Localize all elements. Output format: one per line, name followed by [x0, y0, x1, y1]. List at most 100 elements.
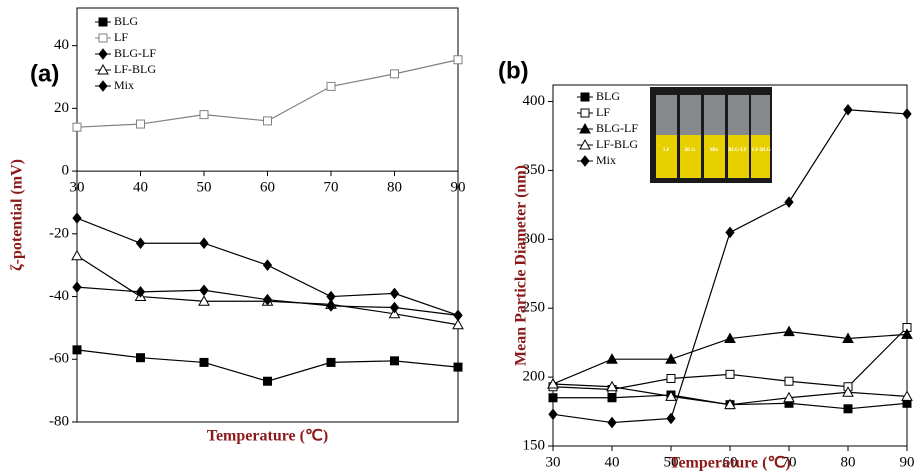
marker — [579, 138, 591, 150]
y-tick-label: 400 — [523, 93, 546, 109]
panel-label: (a) — [30, 60, 59, 87]
marker — [199, 284, 209, 297]
x-tick-label: 70 — [782, 454, 797, 470]
marker — [843, 104, 853, 116]
marker — [580, 108, 590, 118]
legend-label: BLG — [114, 14, 138, 28]
marker — [72, 281, 82, 293]
marker — [607, 393, 617, 403]
marker — [548, 393, 558, 403]
marker — [607, 416, 617, 429]
marker — [902, 108, 912, 120]
y-tick-label: -80 — [49, 413, 69, 429]
marker — [901, 390, 913, 401]
marker — [72, 122, 82, 132]
marker — [262, 259, 273, 271]
y-tick-label: -40 — [49, 288, 69, 304]
marker — [389, 287, 400, 300]
inset-label: BLG-LF — [728, 148, 747, 153]
marker — [72, 345, 82, 355]
marker — [136, 353, 145, 363]
series — [72, 345, 463, 386]
marker — [606, 380, 618, 392]
series — [72, 281, 463, 322]
x-tick-label: 40 — [605, 454, 620, 470]
marker — [199, 357, 209, 367]
y-tick-label: 20 — [54, 100, 69, 116]
marker — [724, 398, 736, 410]
y-tick-label: -20 — [49, 225, 69, 241]
y-tick-label: 350 — [523, 162, 546, 178]
marker — [843, 404, 853, 414]
x-tick-label: 60 — [260, 180, 275, 196]
inset-photo — [650, 87, 772, 183]
marker — [453, 309, 463, 322]
y-tick-label: 200 — [523, 369, 546, 385]
marker — [136, 119, 145, 129]
x-tick-label: 50 — [664, 454, 679, 470]
marker — [98, 17, 108, 27]
marker — [98, 48, 108, 60]
marker — [579, 122, 591, 134]
marker — [725, 369, 735, 379]
y-tick-label: -60 — [49, 351, 69, 367]
legend-label: BLG-LF — [114, 46, 156, 60]
marker — [135, 286, 146, 298]
marker — [135, 237, 146, 250]
marker — [199, 110, 209, 120]
marker — [326, 300, 336, 312]
legend-label: Mix — [114, 78, 134, 92]
legend-label: BLG — [596, 89, 620, 103]
x-tick-label: 90 — [451, 180, 466, 196]
marker — [390, 356, 399, 366]
marker — [783, 325, 795, 337]
marker — [263, 376, 272, 386]
marker — [97, 63, 109, 75]
marker — [547, 377, 559, 389]
y-axis-label: Mean Particle Diameter (nm) — [513, 165, 530, 366]
marker — [262, 293, 273, 306]
marker — [198, 295, 210, 306]
legend-label: BLG-LF — [596, 121, 638, 135]
marker — [389, 301, 400, 314]
panel-label: (b) — [498, 57, 529, 84]
x-axis-label: Temperature (℃) — [207, 428, 329, 445]
marker — [263, 116, 272, 126]
marker — [666, 412, 676, 425]
marker — [199, 237, 209, 250]
legend-label: LF — [596, 105, 610, 119]
y-tick-label: 300 — [523, 231, 546, 247]
marker — [548, 408, 558, 421]
x-tick-label: 90 — [900, 454, 915, 470]
x-axis-label: Temperature (℃) — [669, 455, 791, 472]
x-tick-label: 50 — [197, 180, 212, 196]
marker — [784, 376, 794, 386]
marker — [783, 391, 795, 403]
marker — [842, 332, 854, 344]
marker — [453, 362, 463, 372]
marker — [71, 249, 83, 261]
x-tick-label: 70 — [324, 180, 339, 196]
x-tick-label: 60 — [723, 454, 738, 470]
x-tick-label: 80 — [387, 180, 402, 196]
marker — [452, 318, 464, 330]
marker — [842, 386, 854, 397]
x-tick-label: 30 — [70, 180, 85, 196]
marker — [606, 353, 618, 364]
marker — [666, 373, 676, 383]
legend-label: LF-BLG — [596, 137, 638, 151]
legend-label: Mix — [596, 153, 616, 167]
marker — [453, 55, 463, 65]
y-tick-label: 150 — [523, 437, 546, 453]
x-tick-label: 40 — [133, 180, 148, 196]
series — [548, 104, 912, 429]
marker — [580, 92, 590, 102]
legend-label: LF-BLG — [114, 62, 156, 76]
x-tick-label: 30 — [546, 454, 561, 470]
inset-label: Mix — [710, 148, 719, 153]
y-tick-label: 0 — [62, 163, 70, 179]
y-axis-label: ζ-potential (mV) — [9, 159, 26, 271]
inset-label: BLG — [685, 148, 696, 153]
marker — [580, 155, 590, 167]
marker — [72, 212, 82, 224]
